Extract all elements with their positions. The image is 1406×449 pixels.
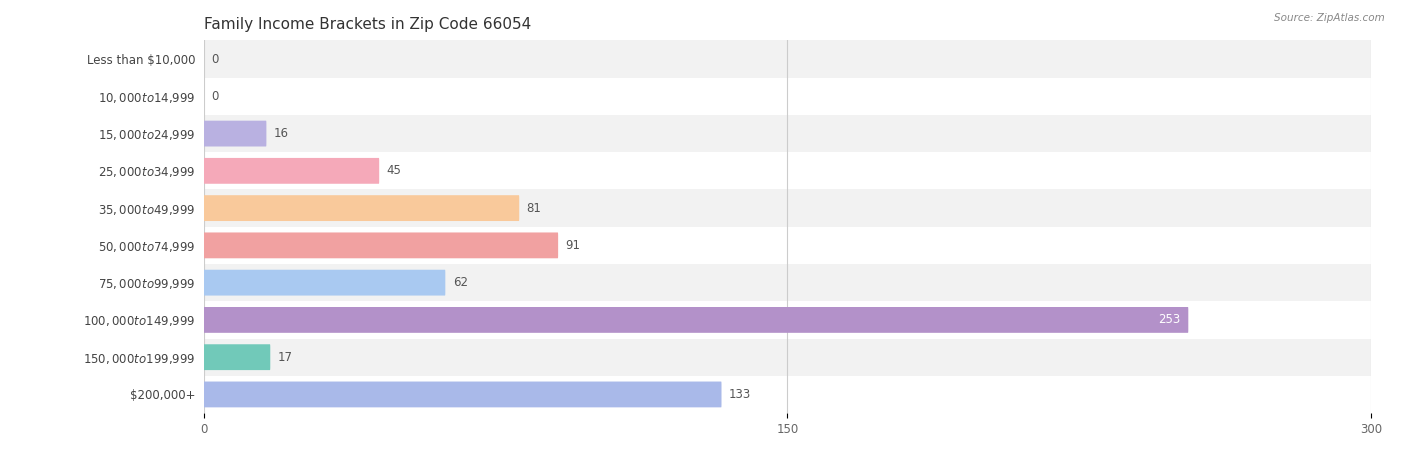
FancyBboxPatch shape [204, 307, 1188, 333]
Bar [204, 264, 1371, 301]
Text: 133: 133 [728, 388, 751, 401]
Text: Family Income Brackets in Zip Code 66054: Family Income Brackets in Zip Code 66054 [204, 18, 531, 32]
Text: 16: 16 [274, 127, 288, 140]
Bar [204, 339, 1371, 376]
Bar [204, 78, 1371, 115]
Bar [204, 189, 1371, 227]
Text: 91: 91 [565, 239, 581, 252]
Text: 253: 253 [1159, 313, 1180, 326]
FancyBboxPatch shape [204, 195, 519, 221]
Text: 0: 0 [212, 90, 219, 103]
Bar [204, 301, 1371, 339]
Text: 81: 81 [527, 202, 541, 215]
Text: 17: 17 [278, 351, 292, 364]
FancyBboxPatch shape [204, 270, 446, 295]
Text: 62: 62 [453, 276, 468, 289]
FancyBboxPatch shape [204, 121, 266, 146]
FancyBboxPatch shape [204, 233, 558, 258]
Bar [204, 227, 1371, 264]
Bar [204, 40, 1371, 78]
Text: Source: ZipAtlas.com: Source: ZipAtlas.com [1274, 13, 1385, 23]
Bar [204, 152, 1371, 189]
FancyBboxPatch shape [204, 158, 380, 184]
Text: 45: 45 [387, 164, 402, 177]
Bar [204, 376, 1371, 413]
Text: 0: 0 [212, 53, 219, 66]
FancyBboxPatch shape [204, 382, 721, 407]
Bar [204, 115, 1371, 152]
FancyBboxPatch shape [204, 344, 270, 370]
